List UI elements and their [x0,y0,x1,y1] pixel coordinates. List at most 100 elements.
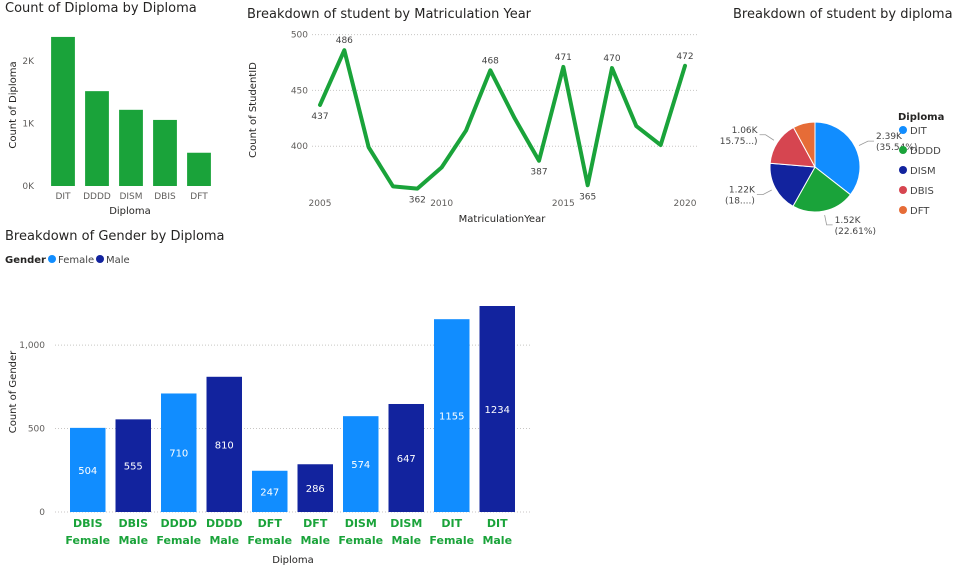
diploma-pie-legend-marker [899,186,907,194]
diploma-pie-legend-label: DIT [910,126,928,137]
diploma-pie-chart: Breakdown of student by diploma Diploma … [720,7,953,235]
gender-bar-value: 247 [260,487,279,498]
gender-xtick-diploma: DISM [390,517,422,530]
diploma-count-bar [51,36,75,187]
matriculation-line-chart: Breakdown of student by Matriculation Ye… [247,7,697,225]
matriculation-data-label: 471 [555,53,572,63]
diploma-count-xtick: DFT [190,192,208,202]
gender-xtick-diploma: DBIS [118,517,148,530]
gender-bar-value: 1155 [439,412,464,423]
diploma-count-bar [187,152,211,186]
diploma-pie-slice [814,121,861,196]
gender-xtick-diploma: DIT [487,517,508,530]
matriculation-data-label: 486 [336,36,353,46]
diploma-pie-legend-label: DISM [910,166,936,177]
diploma-pie-pct-label: (22.61%) [835,227,876,235]
gender-bar [297,464,333,512]
gender-bar-value: 647 [397,454,416,465]
gender-xtick-diploma: DDDD [160,517,197,530]
diploma-pie-legend-label: DFT [910,206,930,217]
gender-legend-title: Gender [5,255,46,266]
gender-ytick: 1,000 [19,341,45,351]
diploma-pie-legend-marker [899,166,907,174]
matriculation-xtick: 2015 [552,199,575,209]
matriculation-title: Breakdown of student by Matriculation Ye… [247,7,532,22]
diploma-pie-legend-title: Diploma [898,112,944,123]
diploma-pie-slice [792,121,816,168]
gender-legend-marker [48,255,56,263]
gender-bar [70,427,106,512]
diploma-count-xtick: DDDD [83,192,111,202]
gender-bar [434,319,470,512]
diploma-pie-leader [756,189,772,196]
gender-xtick-gender: Male [209,534,239,547]
diploma-pie-legend-marker [899,206,907,214]
diploma-count-ytick: 0K [22,182,35,192]
gender-bar [115,419,151,512]
matriculation-data-label: 437 [311,112,328,122]
matriculation-series-line [318,48,687,191]
matriculation-ylabel: Count of StudentID [248,62,259,158]
matriculation-data-label: 472 [676,52,693,62]
gender-bar [388,403,424,512]
gender-xtick-gender: Male [391,534,421,547]
gender-xtick-gender: Female [156,534,201,547]
diploma-pie-legend-label: DBIS [910,186,934,197]
diploma-count-bar [153,119,177,186]
diploma-count-ylabel: Count of Diploma [8,61,19,148]
diploma-pie-value-label: 1.52K [835,216,862,226]
diploma-count-xlabel: Diploma [109,206,151,217]
gender-xtick-diploma: DDDD [206,517,243,530]
diploma-pie-leader [759,134,775,141]
gender-bar [479,306,515,512]
diploma-count-bar [85,91,109,186]
gender-xtick-gender: Female [65,534,110,547]
gender-bar-value: 504 [78,466,97,477]
gender-bar-value: 286 [306,484,325,495]
matriculation-xlabel: MatriculationYear [459,214,547,225]
gender-diploma-title: Breakdown of Gender by Diploma [5,229,225,244]
diploma-count-bar [119,109,143,186]
matriculation-data-label: 365 [579,192,596,202]
gender-bar [343,416,379,512]
gender-xtick-gender: Male [118,534,148,547]
matriculation-ytick: 400 [291,142,308,152]
diploma-pie-value-label: 1.22K [729,186,756,196]
diploma-count-xtick: DIT [55,192,71,202]
matriculation-xtick: 2010 [430,199,453,209]
gender-bar-value: 710 [169,449,188,460]
gender-legend-label: Male [106,255,130,266]
gender-bar-value: 555 [124,462,143,473]
diploma-count-title: Count of Diploma by Diploma [5,1,197,16]
diploma-count-chart: Count of Diploma by Diploma Count of Dip… [5,1,211,217]
gender-xtick-gender: Female [338,534,383,547]
gender-xtick-diploma: DBIS [73,517,103,530]
gender-bar-value: 810 [215,440,234,451]
matriculation-ytick: 500 [291,31,308,41]
gender-xtick-gender: Female [247,534,292,547]
gender-ytick: 0 [39,508,45,518]
matriculation-data-label: 362 [409,196,426,206]
gender-xtick-diploma: DFT [303,517,328,530]
matriculation-xtick: 2020 [674,199,697,209]
gender-xtick-gender: Male [482,534,512,547]
gender-xtick-diploma: DISM [345,517,377,530]
diploma-pie-value-label: 2.39K [876,132,903,142]
diploma-count-ytick: 1K [22,120,35,130]
diploma-pie-pct-label: (35.54%) [876,143,917,153]
gender-legend-marker [96,255,104,263]
gender-ytick: 500 [28,425,45,435]
gender-bar-value: 1234 [485,405,510,416]
gender-xtick-diploma: DIT [441,517,462,530]
diploma-pie-leader [824,214,833,226]
diploma-pie-slice [769,162,816,207]
gender-bar [252,470,288,512]
matriculation-ytick: 450 [291,86,308,96]
gender-diploma-xlabel: Diploma [272,555,314,566]
gender-xtick-diploma: DFT [258,517,283,530]
gender-diploma-ylabel: Count of Gender [8,350,19,433]
matriculation-xtick: 2005 [309,199,332,209]
matriculation-data-label: 470 [603,54,620,64]
diploma-pie-title: Breakdown of student by diploma [733,7,953,22]
diploma-pie-slice [792,166,852,213]
